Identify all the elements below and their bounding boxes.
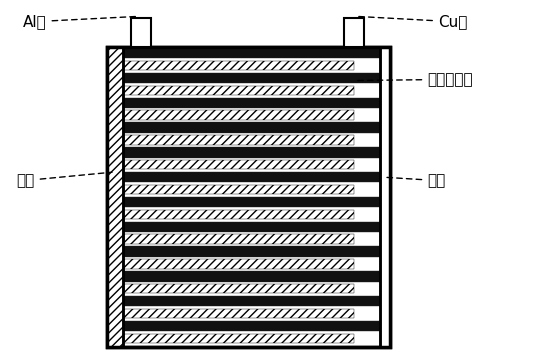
Bar bbox=[123, 321, 380, 331]
Bar bbox=[123, 246, 380, 257]
Bar bbox=[123, 234, 355, 244]
Bar bbox=[123, 185, 355, 194]
Bar bbox=[131, 18, 151, 47]
Bar bbox=[344, 18, 364, 47]
Bar bbox=[107, 47, 123, 347]
Bar bbox=[123, 284, 355, 293]
Bar bbox=[123, 271, 380, 282]
Bar bbox=[123, 222, 380, 232]
Bar bbox=[123, 296, 380, 306]
Text: Al箔: Al箔 bbox=[23, 14, 138, 29]
Bar bbox=[123, 309, 355, 318]
Bar bbox=[123, 97, 380, 108]
Bar bbox=[380, 47, 390, 347]
Bar bbox=[123, 61, 355, 70]
Text: Cu箔: Cu箔 bbox=[357, 14, 467, 29]
Bar bbox=[123, 334, 355, 343]
Bar bbox=[123, 259, 355, 269]
Bar bbox=[123, 122, 380, 133]
Bar bbox=[123, 48, 380, 58]
Bar bbox=[123, 110, 355, 120]
Bar bbox=[107, 47, 390, 347]
Bar bbox=[123, 147, 380, 158]
Text: 负极: 负极 bbox=[386, 173, 445, 188]
Bar bbox=[123, 86, 355, 95]
Text: 固态电解质: 固态电解质 bbox=[357, 72, 473, 87]
Bar bbox=[107, 47, 123, 347]
Bar bbox=[123, 210, 355, 219]
Bar bbox=[107, 47, 123, 347]
Text: 正极: 正极 bbox=[17, 172, 112, 188]
Bar bbox=[123, 135, 355, 145]
Bar bbox=[123, 160, 355, 169]
Bar bbox=[123, 197, 380, 207]
Bar bbox=[380, 47, 390, 347]
Bar bbox=[107, 47, 390, 347]
Bar bbox=[380, 47, 390, 347]
Bar bbox=[123, 172, 380, 182]
Bar bbox=[123, 73, 380, 83]
